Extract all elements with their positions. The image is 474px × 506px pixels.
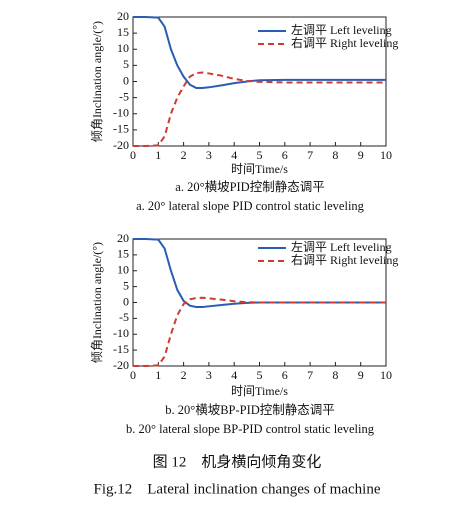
y-tick-label: 10 [117,263,129,277]
y-tick-label: -10 [113,106,129,120]
y-axis-label: 倾角Inclination angle/(°) [90,242,104,363]
y-tick-label: 5 [123,278,129,292]
y-tick-label: 15 [117,247,129,261]
x-tick-label: 1 [155,368,161,382]
legend-label: 左调平 Left leveling [291,239,392,254]
x-tick-label: 0 [130,368,136,382]
x-tick-label: 8 [332,368,338,382]
y-tick-label: 20 [117,9,129,23]
series-line [133,71,386,147]
y-tick-label: -15 [113,122,129,136]
y-axis-label: 倾角Inclination angle/(°) [90,21,104,142]
y-tick-label: 20 [117,231,129,245]
series-line [133,296,386,367]
x-tick-label: 6 [282,148,288,162]
series-line [133,238,386,308]
figure-caption-zh: 图 12 机身横向倾角变化 [153,453,322,470]
legend-label: 右调平 Right leveling [291,35,398,50]
x-tick-label: 7 [307,148,313,162]
x-tick-label: 10 [380,368,392,382]
x-tick-label: 4 [231,368,237,382]
x-axis-label: 时间Time/s [231,162,288,176]
y-tick-label: -5 [119,89,129,103]
caption-zh: b. 20°横坡BP-PID控制静态调平 [165,403,335,417]
x-tick-label: 5 [257,368,263,382]
y-tick-label: -10 [113,326,129,340]
caption-zh: a. 20°横坡PID控制静态调平 [175,180,324,194]
x-tick-label: 3 [206,368,212,382]
y-tick-label: -20 [113,138,129,152]
legend-label: 左调平 Left leveling [291,22,392,37]
x-tick-label: 9 [358,368,364,382]
x-tick-label: 2 [181,148,187,162]
y-tick-label: 0 [123,294,129,308]
y-tick-label: 5 [123,57,129,71]
x-axis-label: 时间Time/s [231,384,288,398]
x-tick-label: 7 [307,368,313,382]
caption-en: b. 20° lateral slope BP-PID control stat… [126,422,375,436]
x-tick-label: 10 [380,148,392,162]
y-tick-label: 15 [117,25,129,39]
x-tick-label: 5 [257,148,263,162]
series-line [133,16,386,89]
x-tick-label: 4 [231,148,237,162]
x-tick-label: 2 [181,368,187,382]
x-tick-label: 3 [206,148,212,162]
y-tick-label: 10 [117,41,129,55]
x-tick-label: 0 [130,148,136,162]
x-tick-label: 8 [332,148,338,162]
figure-caption-en: Fig.12 Lateral inclination changes of ma… [94,481,381,497]
x-tick-label: 9 [358,148,364,162]
legend-label: 右调平 Right leveling [291,252,398,267]
y-tick-label: -20 [113,358,129,372]
caption-en: a. 20° lateral slope PID control static … [136,199,365,213]
x-tick-label: 6 [282,368,288,382]
y-tick-label: -15 [113,342,129,356]
x-tick-label: 1 [155,148,161,162]
y-tick-label: -5 [119,310,129,324]
y-tick-label: 0 [123,73,129,87]
